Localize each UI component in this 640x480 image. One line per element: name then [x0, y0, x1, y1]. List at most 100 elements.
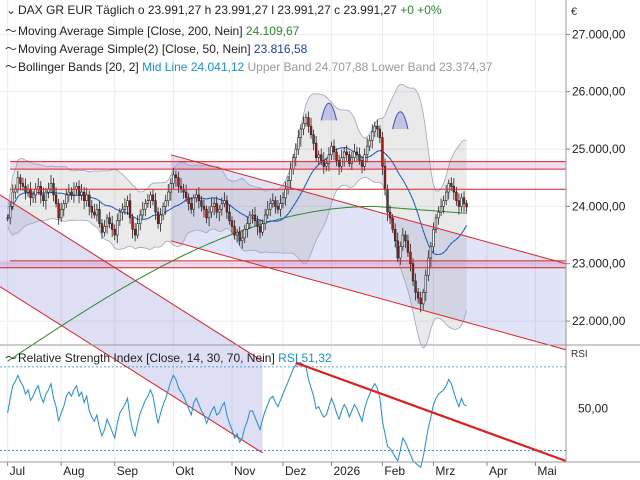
candle: [195, 189, 198, 203]
curve-icon: 〜: [4, 42, 17, 56]
candle-body: [72, 188, 76, 196]
candle: [434, 214, 438, 234]
candle-body: [368, 140, 371, 147]
candle: [59, 202, 63, 223]
candle-body: [365, 145, 369, 156]
candle-body: [29, 188, 32, 199]
candle: [360, 156, 364, 174]
candle-body: [190, 203, 193, 210]
candle-body: [378, 128, 382, 138]
candle: [337, 154, 341, 175]
candle: [314, 136, 318, 162]
candle-body: [105, 217, 109, 227]
candle-body: [299, 128, 303, 138]
candle: [126, 195, 129, 216]
close-label: c: [334, 3, 341, 17]
candle: [146, 194, 150, 208]
candle: [230, 216, 234, 234]
y-tick-label: 26.000,00: [572, 85, 626, 99]
candle-body: [414, 280, 417, 293]
candle-body: [195, 194, 198, 199]
bollinger-upper-line: [7, 83, 467, 210]
x-tick-label: Nov: [234, 464, 255, 478]
sma200-value: 24.109,67: [245, 24, 300, 38]
candle-body: [192, 197, 195, 210]
candle-body: [49, 183, 53, 190]
candle: [128, 193, 132, 224]
candle: [136, 215, 139, 239]
candle-body: [261, 223, 264, 233]
candle-body: [110, 223, 114, 230]
rsi-trendline: [295, 361, 567, 463]
candle: [108, 212, 111, 229]
candle-body: [363, 154, 366, 167]
candle-body: [457, 200, 461, 207]
candle-body: [429, 246, 433, 259]
bollinger-legend[interactable]: 〜Bollinger Bands [20, 2] Mid Line 24.041…: [4, 58, 492, 75]
candle-body: [253, 214, 257, 222]
candle: [90, 200, 93, 219]
bollinger-mid-value: Mid Line 24.041,12: [142, 60, 245, 74]
candle-body: [269, 203, 272, 210]
candle: [113, 224, 116, 240]
candle: [9, 200, 12, 225]
candle: [205, 205, 208, 224]
candle-body: [85, 194, 88, 201]
candle: [131, 213, 134, 239]
candle: [121, 203, 124, 221]
candle: [381, 131, 384, 175]
candle-body: [159, 214, 162, 224]
candle-body: [406, 240, 410, 253]
candle-body: [67, 191, 71, 196]
sma50-label: Moving Average Simple(2) [Close, 50, Nei…: [18, 42, 251, 56]
candle-body: [103, 226, 106, 233]
candle: [422, 288, 425, 310]
candle-body: [399, 246, 402, 259]
candle-body: [332, 145, 336, 153]
candle: [116, 213, 119, 244]
x-tick-label: Apr: [489, 464, 508, 478]
candle: [215, 196, 218, 219]
candle: [274, 196, 277, 214]
candle: [212, 198, 216, 216]
candle: [67, 184, 71, 203]
candle: [159, 208, 162, 232]
candle: [11, 184, 14, 211]
candle: [442, 195, 445, 214]
candle: [210, 198, 213, 218]
rsi-label: Relative Strength Index [Close, 14, 30, …: [18, 351, 275, 365]
candle-body: [327, 154, 331, 164]
change-value: +0: [400, 3, 414, 17]
rsi-legend[interactable]: 〜Relative Strength Index [Close, 14, 30,…: [4, 349, 332, 366]
candle-body: [62, 203, 65, 210]
candle-body: [373, 125, 376, 133]
close-value: 23.991,27: [343, 3, 397, 17]
candle-body: [215, 203, 218, 213]
sma50-value: 23.816,58: [253, 42, 308, 56]
candle-body: [411, 263, 415, 282]
candle-body: [419, 297, 422, 305]
candle: [65, 189, 68, 209]
candle-body: [144, 203, 147, 210]
sma50-legend[interactable]: 〜Moving Average Simple(2) [Close, 50, Ne…: [4, 40, 307, 57]
candle-body: [276, 206, 280, 210]
candle-body: [345, 151, 348, 156]
candle: [187, 193, 190, 211]
candle: [276, 199, 280, 214]
candle-body: [21, 183, 25, 187]
resistance-zone: [10, 161, 567, 170]
candle-body: [9, 206, 12, 219]
candle-body: [88, 194, 91, 207]
expand-icon[interactable]: ⌄: [5, 3, 17, 17]
support-zone: [0, 260, 566, 268]
candle: [378, 125, 382, 144]
candle: [309, 117, 313, 139]
candle-body: [16, 177, 20, 190]
candle-body: [297, 137, 300, 150]
candle-body: [371, 131, 374, 141]
x-tick-label: 2026: [333, 464, 360, 478]
sma200-legend[interactable]: 〜Moving Average Simple [Close, 200, Nein…: [4, 22, 299, 39]
candle: [396, 232, 399, 262]
x-tick-label: Okt: [175, 464, 194, 478]
